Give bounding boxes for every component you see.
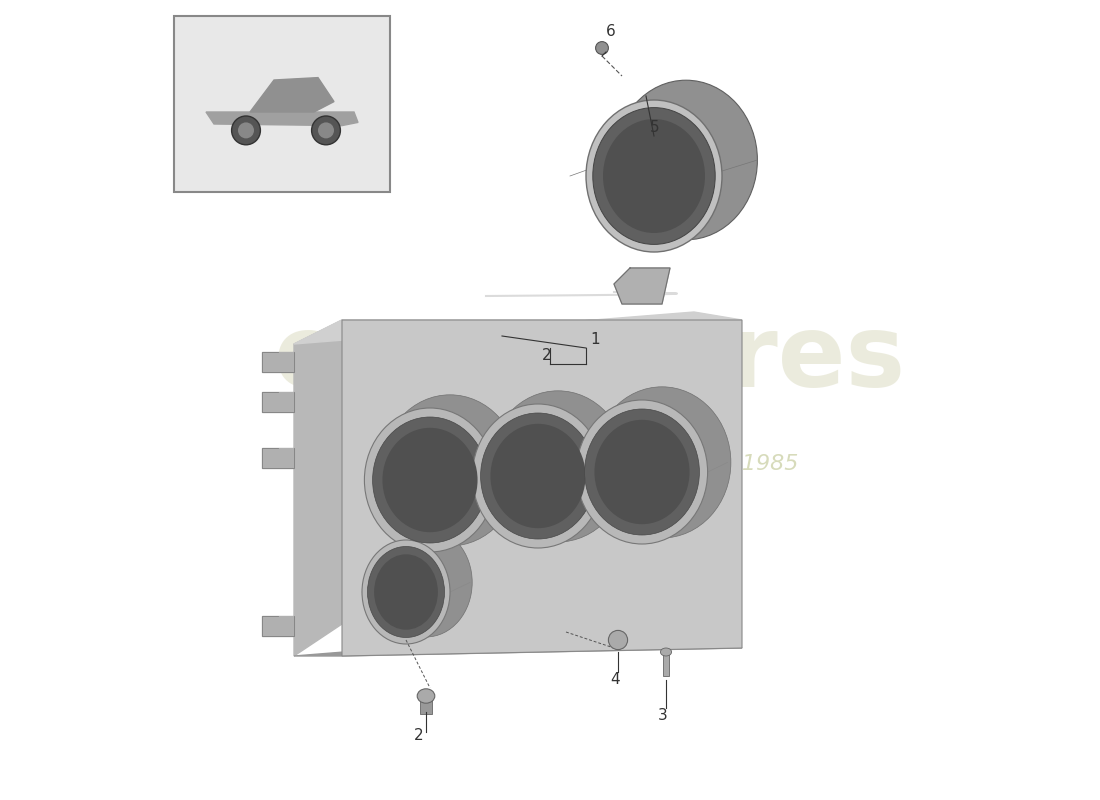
Text: 6: 6 (606, 24, 616, 39)
Ellipse shape (593, 108, 715, 245)
Bar (419, 694, 432, 714)
Ellipse shape (379, 528, 472, 637)
Ellipse shape (586, 100, 722, 252)
Circle shape (311, 116, 340, 145)
Text: 3: 3 (658, 708, 668, 723)
Ellipse shape (594, 420, 690, 524)
Ellipse shape (373, 417, 487, 543)
Ellipse shape (576, 400, 707, 544)
Ellipse shape (367, 546, 444, 638)
Text: eurospares: eurospares (274, 311, 906, 409)
Polygon shape (614, 268, 670, 304)
Polygon shape (294, 624, 742, 656)
Ellipse shape (490, 390, 627, 542)
Ellipse shape (481, 413, 595, 539)
Polygon shape (294, 320, 342, 656)
Text: 5: 5 (650, 120, 660, 135)
Circle shape (608, 630, 628, 650)
Polygon shape (262, 616, 294, 636)
Bar (663, 652, 669, 676)
Polygon shape (342, 320, 742, 656)
Ellipse shape (383, 428, 477, 532)
Ellipse shape (603, 119, 705, 233)
Text: 1: 1 (590, 332, 600, 347)
Ellipse shape (472, 404, 604, 548)
Polygon shape (262, 448, 294, 468)
Circle shape (238, 122, 254, 138)
Ellipse shape (362, 540, 450, 644)
Text: 4: 4 (610, 672, 619, 687)
Ellipse shape (615, 80, 758, 240)
Ellipse shape (381, 394, 519, 546)
Text: a passion for parts since 1985: a passion for parts since 1985 (462, 454, 799, 474)
Ellipse shape (660, 648, 672, 656)
Circle shape (595, 42, 608, 54)
Circle shape (232, 116, 261, 145)
Ellipse shape (584, 409, 700, 535)
Text: 2: 2 (414, 728, 424, 743)
Polygon shape (206, 112, 358, 126)
Polygon shape (262, 352, 294, 372)
Ellipse shape (593, 386, 730, 538)
Polygon shape (294, 312, 742, 344)
Circle shape (318, 122, 334, 138)
Ellipse shape (491, 424, 585, 528)
Polygon shape (262, 392, 294, 412)
Text: 2: 2 (542, 348, 551, 363)
Bar (174, 16, 390, 192)
Polygon shape (250, 78, 334, 112)
Ellipse shape (374, 554, 438, 630)
Ellipse shape (364, 408, 496, 552)
Ellipse shape (417, 689, 434, 703)
